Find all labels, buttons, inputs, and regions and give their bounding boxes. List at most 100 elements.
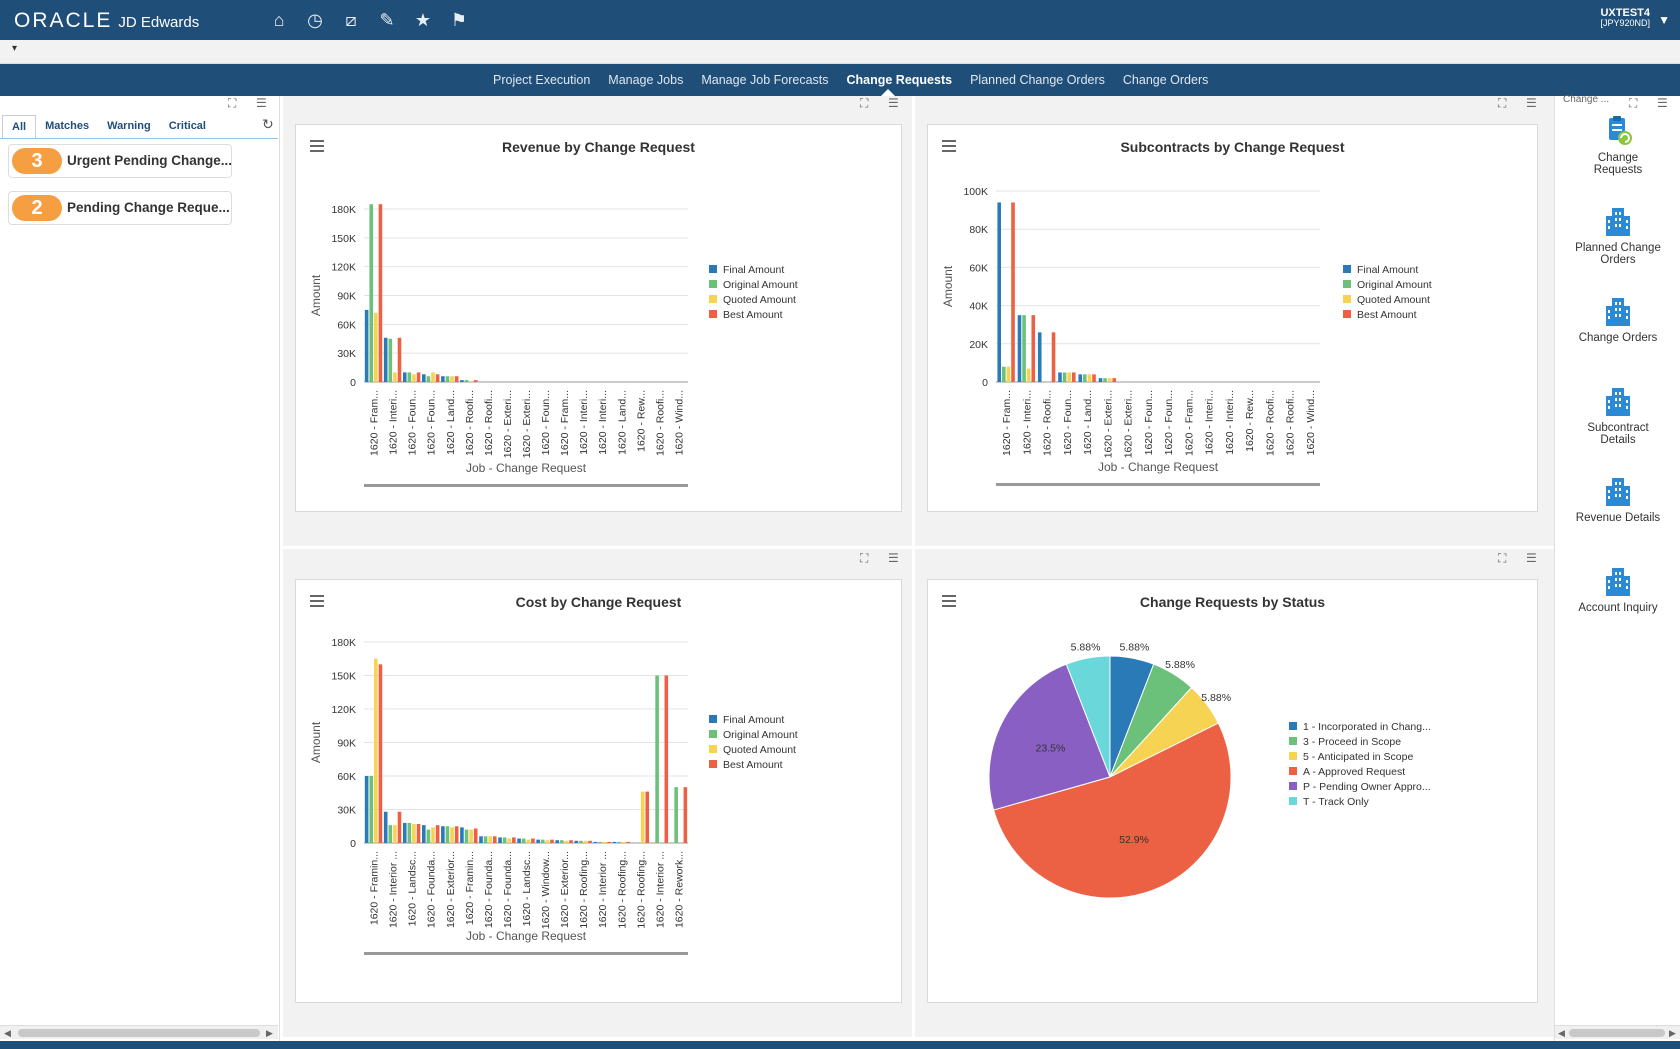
page-tabs-bar: Project Execution Manage Jobs Manage Job… <box>0 64 1680 96</box>
filter-matches[interactable]: Matches <box>45 120 90 132</box>
bar <box>435 825 440 843</box>
x-tick-label: 1620 - Interior ... <box>388 851 400 928</box>
legend-swatch <box>709 295 717 303</box>
tab-planned-change-orders[interactable]: Planned Change Orders <box>970 73 1105 87</box>
scroll-thumb[interactable] <box>18 1029 260 1037</box>
springboard-change-orders[interactable]: Change Orders <box>1555 294 1680 344</box>
x-tick-label: 1620 - Foun... <box>407 390 419 455</box>
bar <box>1058 372 1062 382</box>
pie-data-label: 5.88% <box>1071 641 1101 653</box>
tab-project-execution[interactable]: Project Execution <box>493 73 591 87</box>
legend-label: Quoted Amount <box>723 744 796 756</box>
panel-options-icon[interactable]: ☰ <box>888 551 899 565</box>
refresh-icon[interactable]: ↻ <box>262 116 274 132</box>
watchlist-item[interactable]: 2 Pending Change Reque... <box>8 191 232 225</box>
maximize-icon[interactable]: ⛶ <box>1498 551 1507 565</box>
y-tick-label: 180K <box>331 204 356 216</box>
tab-manage-jobs[interactable]: Manage Jobs <box>608 73 684 87</box>
pane-options-icon[interactable]: ☰ <box>256 96 267 110</box>
chart-menu-icon[interactable] <box>310 592 324 610</box>
bar <box>640 791 645 843</box>
user-name: UXTEST4 <box>1600 7 1650 19</box>
maximize-icon[interactable]: ⛶ <box>228 96 237 110</box>
pie-slice <box>1065 655 1111 778</box>
status-panel: ⛶ ☰ Change Requests by Status 5.88% 5.88%… <box>915 549 1554 1037</box>
watchlist-item[interactable]: 3 Urgent Pending Change... <box>8 144 232 178</box>
favorites-edit-icon[interactable]: ✎ <box>379 10 395 30</box>
watchlist-icon[interactable]: ⧄ <box>345 10 357 30</box>
springboard-subcontract-details[interactable]: Subcontract Details <box>1555 384 1680 446</box>
x-tick-label: 1620 - Exteri... <box>1102 390 1114 458</box>
star-icon[interactable]: ★ <box>414 10 432 30</box>
legend-label: 3 - Proceed in Scope <box>1303 736 1401 748</box>
panel-options-icon[interactable]: ☰ <box>888 96 899 110</box>
legend-swatch <box>1343 295 1351 303</box>
watchlist-item-label: Urgent Pending Change... <box>67 153 233 168</box>
chart-title: Cost by Change Request <box>515 594 682 610</box>
scroll-left-icon[interactable]: ◀ <box>1558 1028 1565 1038</box>
scroll-right-icon[interactable]: ▶ <box>1669 1028 1676 1038</box>
scroll-right-icon[interactable]: ▶ <box>266 1028 273 1038</box>
maximize-icon[interactable]: ⛶ <box>1629 96 1638 110</box>
bar <box>460 827 464 843</box>
y-tick-label: 30K <box>337 805 356 817</box>
bar <box>407 372 412 382</box>
bar <box>1107 378 1112 382</box>
chart-menu-icon[interactable] <box>942 137 956 155</box>
bar <box>560 840 564 843</box>
springboard-change-requests[interactable]: Change Requests <box>1555 114 1680 176</box>
scroll-thumb[interactable] <box>1569 1029 1665 1037</box>
subcontracts-bar-chart: 0 20K 40K 60K 80K 100K Amount 1620 - Fram... 162… <box>941 186 1432 486</box>
oracle-jde-logo[interactable]: ORACLE JD Edwards <box>14 9 199 33</box>
cost-bar-chart: 0 30K 60K 90K 120K 150K 180K Amount 1620 - Frami… <box>309 637 798 955</box>
bar <box>426 829 431 843</box>
maximize-icon[interactable]: ⛶ <box>860 96 869 110</box>
chart-menu-icon[interactable] <box>310 137 324 155</box>
legend-label: Original Amount <box>723 279 798 291</box>
bar <box>588 840 592 843</box>
scroll-left-icon[interactable]: ◀ <box>4 1028 11 1038</box>
scroll-indicator <box>996 483 1320 486</box>
springboard-account-inquiry[interactable]: Account Inquiry <box>1555 564 1680 614</box>
horizontal-scrollbar[interactable]: ◀ ▶ <box>1555 1025 1680 1039</box>
brand-oracle: ORACLE <box>14 9 113 32</box>
springboard-planned-change-orders[interactable]: Planned Change Orders <box>1555 204 1680 266</box>
legend-swatch <box>709 760 717 768</box>
bar <box>1098 378 1103 382</box>
panel-options-icon[interactable]: ☰ <box>1526 551 1537 565</box>
filter-all[interactable]: All <box>2 115 37 138</box>
bar <box>1006 366 1011 382</box>
bar <box>512 837 516 843</box>
flag-icon[interactable]: ⚑ <box>450 10 468 30</box>
building-icon <box>1606 478 1630 506</box>
horizontal-scrollbar[interactable]: ◀ ▶ <box>0 1025 278 1039</box>
recent-icon[interactable]: ◷ <box>307 10 323 30</box>
filter-critical[interactable]: Critical <box>168 120 206 132</box>
springboard-revenue-details[interactable]: Revenue Details <box>1555 474 1680 524</box>
tab-change-requests[interactable]: Change Requests <box>846 73 953 87</box>
bar <box>364 309 369 382</box>
x-tick-label: 1620 - Interior ... <box>654 851 666 928</box>
pane-options-icon[interactable]: ☰ <box>1657 96 1668 110</box>
bar <box>378 204 383 382</box>
filter-warning[interactable]: Warning <box>107 120 151 132</box>
x-tick-label: 1620 - Window... <box>540 851 552 929</box>
tab-manage-job-forecasts[interactable]: Manage Job Forecasts <box>701 73 829 87</box>
x-tick-label: 1620 - Fram... <box>1001 390 1013 456</box>
legend-label: A - Approved Request <box>1303 766 1405 778</box>
panel-options-icon[interactable]: ☰ <box>1526 96 1537 110</box>
label-line: Subcontract <box>1587 422 1649 434</box>
maximize-icon[interactable]: ⛶ <box>860 551 869 565</box>
home-icon[interactable]: ⌂ <box>273 10 285 30</box>
maximize-icon[interactable]: ⛶ <box>1498 96 1507 110</box>
y-tick-label: 60K <box>337 319 356 331</box>
chart-menu-icon[interactable] <box>942 592 956 610</box>
x-tick-label: 1620 - Founda... <box>426 851 438 928</box>
user-menu-caret-icon[interactable]: ▼ <box>1658 13 1670 27</box>
expand-caret-icon[interactable]: ▾ <box>12 43 18 54</box>
building-icon <box>1606 568 1630 596</box>
user-menu[interactable]: UXTEST4 [JPY920ND] <box>1600 7 1650 29</box>
tab-change-orders[interactable]: Change Orders <box>1122 73 1209 87</box>
watchlist-item-label: Pending Change Reque... <box>67 200 230 215</box>
bar <box>473 380 478 382</box>
